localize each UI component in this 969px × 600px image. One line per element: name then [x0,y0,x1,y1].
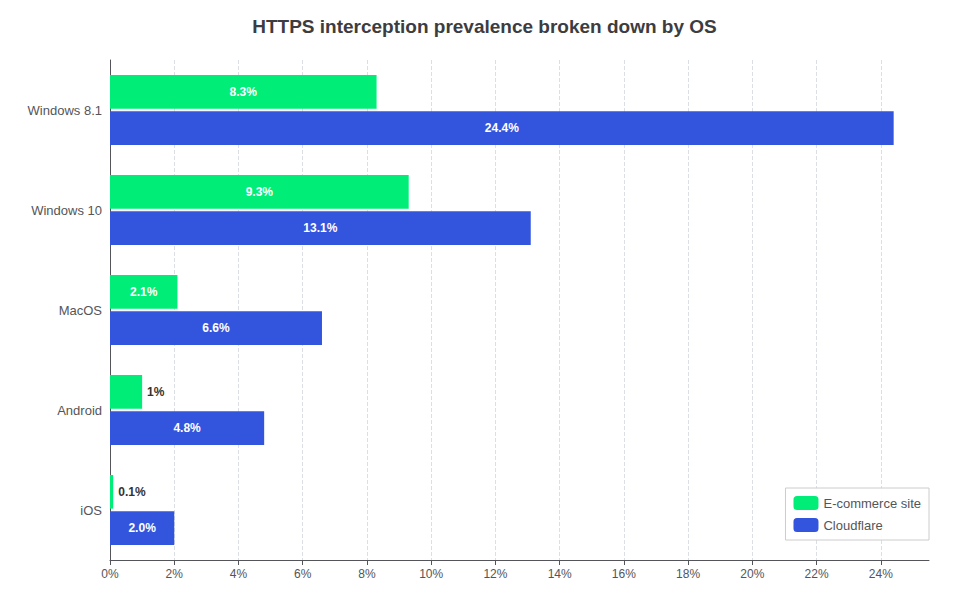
svg-text:10%: 10% [419,567,443,581]
svg-text:HTTPS interception prevalence: HTTPS interception prevalence broken dow… [252,16,717,37]
svg-text:Android: Android [57,403,102,418]
svg-text:24.4%: 24.4% [485,121,519,135]
svg-text:13.1%: 13.1% [303,221,337,235]
svg-text:0%: 0% [101,567,119,581]
svg-text:Windows 8.1: Windows 8.1 [28,103,102,118]
svg-text:E-commerce site: E-commerce site [823,496,921,511]
svg-text:MacOS: MacOS [59,303,103,318]
svg-text:6.6%: 6.6% [202,321,230,335]
svg-text:18%: 18% [676,567,700,581]
svg-text:14%: 14% [548,567,572,581]
svg-text:4.8%: 4.8% [173,421,201,435]
svg-text:iOS: iOS [80,503,102,518]
svg-text:20%: 20% [740,567,764,581]
svg-text:4%: 4% [230,567,248,581]
svg-text:2%: 2% [166,567,184,581]
svg-text:Cloudflare: Cloudflare [823,518,882,533]
svg-text:12%: 12% [483,567,507,581]
svg-text:24%: 24% [869,567,893,581]
svg-text:8.3%: 8.3% [230,85,258,99]
svg-text:0.1%: 0.1% [118,485,146,499]
svg-text:2.1%: 2.1% [130,285,158,299]
svg-text:9.3%: 9.3% [246,185,274,199]
svg-text:16%: 16% [612,567,636,581]
svg-text:1%: 1% [147,385,165,399]
svg-text:2.0%: 2.0% [128,521,156,535]
svg-text:Windows 10: Windows 10 [31,203,102,218]
svg-text:22%: 22% [805,567,829,581]
svg-text:8%: 8% [358,567,376,581]
svg-text:6%: 6% [294,567,312,581]
